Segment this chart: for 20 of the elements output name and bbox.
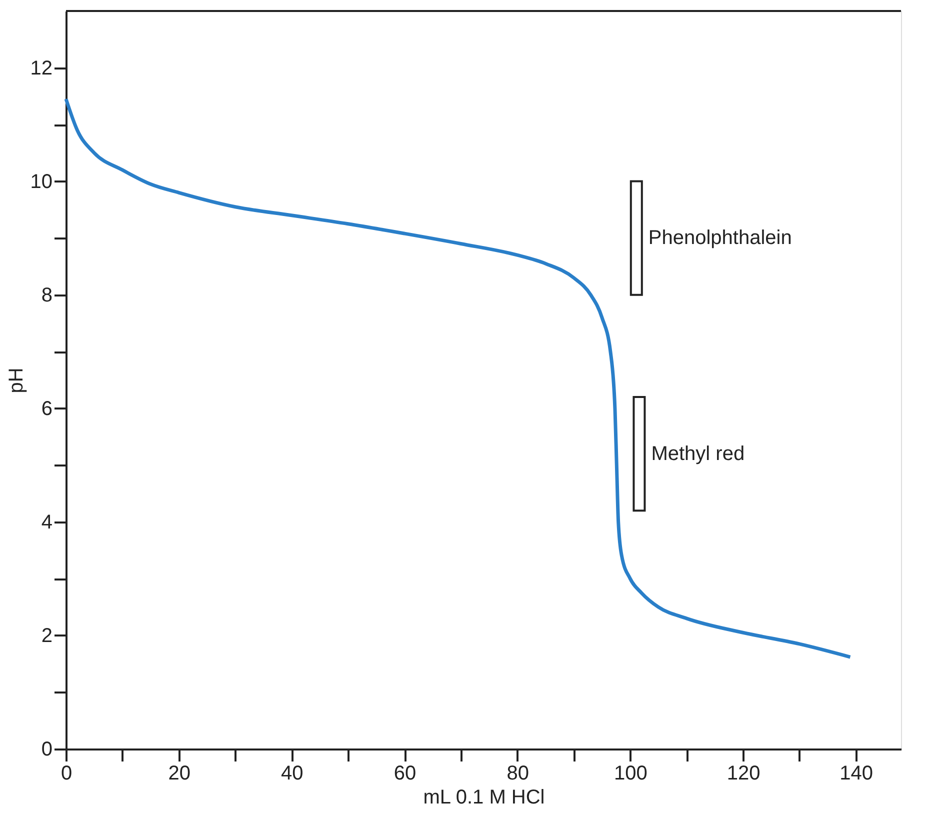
line-series bbox=[64, 97, 852, 659]
y-tick-label: 8 bbox=[41, 284, 52, 306]
y-tick-label: 6 bbox=[41, 398, 52, 420]
y-tick-label: 2 bbox=[41, 624, 52, 647]
x-tick-label: 140 bbox=[840, 762, 874, 784]
x-axis-title: mL 0.1 M HCl bbox=[423, 786, 545, 808]
series-label: Methyl red bbox=[651, 442, 745, 465]
series-label: Phenolphthalein bbox=[648, 227, 792, 250]
y-tick-label: 10 bbox=[30, 170, 52, 193]
x-tick-label: 100 bbox=[614, 762, 648, 784]
x-tick-label: 60 bbox=[394, 762, 416, 784]
y-tick-label: 12 bbox=[30, 57, 52, 80]
x-tick-label: 80 bbox=[506, 762, 529, 784]
x-tick-label: 40 bbox=[281, 762, 304, 784]
x-tick-label: 0 bbox=[60, 762, 72, 784]
y-tick-label: 4 bbox=[41, 511, 52, 534]
y-tick-label: 0 bbox=[41, 738, 52, 760]
x-tick-label: 20 bbox=[168, 762, 190, 784]
y-axis-title: pH bbox=[5, 368, 28, 394]
x-tick-label: 120 bbox=[726, 762, 760, 784]
